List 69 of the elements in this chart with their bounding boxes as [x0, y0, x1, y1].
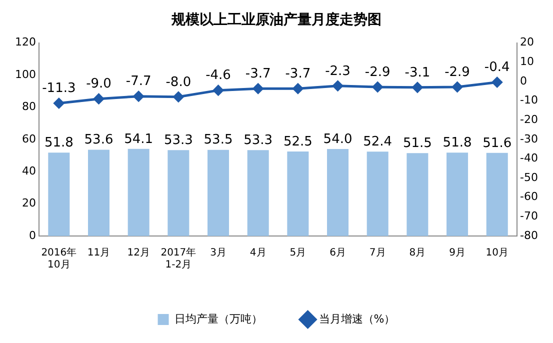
data-label: -2.9 — [444, 64, 470, 80]
data-label: 53.5 — [204, 132, 233, 148]
data-label: 51.8 — [44, 135, 74, 150]
x-tick-label: 11月 — [87, 248, 110, 259]
x-tick-label: 2016年 10月 — [41, 246, 77, 271]
data-label: 52.5 — [283, 134, 312, 150]
data-label: 53.3 — [164, 133, 193, 148]
y2-tick-label: -20 — [520, 112, 538, 126]
y2-tick-label: -40 — [520, 152, 538, 165]
data-label: 51.5 — [402, 136, 432, 151]
y2-tick-label: -10 — [520, 94, 538, 107]
chart-title: 规模以上工业原油产量月度走势图 — [170, 11, 382, 28]
y2-tick-label: -60 — [520, 190, 538, 204]
point — [173, 92, 184, 102]
point — [252, 83, 264, 94]
y-tick-label: 100 — [14, 68, 36, 81]
y2-tick-label: -80 — [520, 228, 538, 242]
x-tick-label: 5月 — [290, 248, 306, 259]
data-label: -2.9 — [364, 64, 390, 80]
data-label: 51.8 — [442, 135, 472, 150]
data-label: 52.4 — [363, 134, 392, 150]
y-tick-label: 20 — [22, 196, 36, 210]
data-label: -3.7 — [285, 66, 311, 82]
point — [492, 76, 502, 88]
y-tick-label: 60 — [22, 132, 36, 146]
point — [372, 82, 383, 92]
y2-tick-label: 10 — [520, 54, 534, 68]
y2-tick-label: 20 — [520, 36, 534, 49]
data-label: -11.3 — [42, 81, 76, 96]
point — [292, 83, 304, 94]
point — [94, 94, 104, 104]
data-label: -4.6 — [206, 68, 231, 84]
y2-tick-label: -50 — [520, 170, 538, 184]
data-label: -7.7 — [126, 74, 152, 90]
data-label: 53.3 — [244, 133, 273, 148]
data-label: 54.1 — [124, 132, 154, 147]
y-tick-label: 80 — [22, 100, 36, 114]
point — [54, 98, 64, 109]
data-label: 54.0 — [323, 132, 352, 147]
data-label: -3.7 — [245, 66, 271, 82]
x-tick-label: 3月 — [210, 248, 226, 259]
data-label: -3.1 — [404, 65, 430, 80]
data-label: -8.0 — [166, 74, 192, 90]
x-tick-label: 4月 — [250, 248, 266, 259]
x-tick-label: 10月 — [486, 248, 508, 259]
point — [452, 82, 463, 92]
x-tick-label: 2017年 1-2月 — [160, 246, 196, 271]
x-tick-label: 6月 — [330, 248, 346, 259]
x-tick-label: 7月 — [369, 248, 386, 259]
x-tick-label: 9月 — [449, 248, 466, 259]
y2-tick-label: 0 — [520, 74, 528, 88]
data-label: -9.0 — [86, 76, 112, 92]
point — [213, 85, 224, 96]
point — [133, 91, 144, 102]
y2-tick-label: -30 — [520, 132, 538, 146]
y-tick-label: 120 — [14, 36, 36, 49]
y2-tick-label: -70 — [520, 210, 538, 223]
data-label: -0.4 — [484, 60, 510, 76]
legend-label: 当月增速（%） — [318, 312, 396, 326]
x-tick-label: 8月 — [409, 248, 426, 259]
data-label: -2.3 — [325, 64, 350, 79]
y-tick-label: 0 — [28, 228, 36, 242]
point — [332, 80, 344, 92]
legend-label: 日均产量（万吨） — [174, 312, 262, 326]
data-label: 51.6 — [482, 136, 512, 151]
data-label: 53.6 — [84, 132, 114, 148]
point — [412, 82, 423, 93]
x-tick-label: 12月 — [127, 248, 150, 259]
y-tick-label: 40 — [22, 164, 36, 178]
